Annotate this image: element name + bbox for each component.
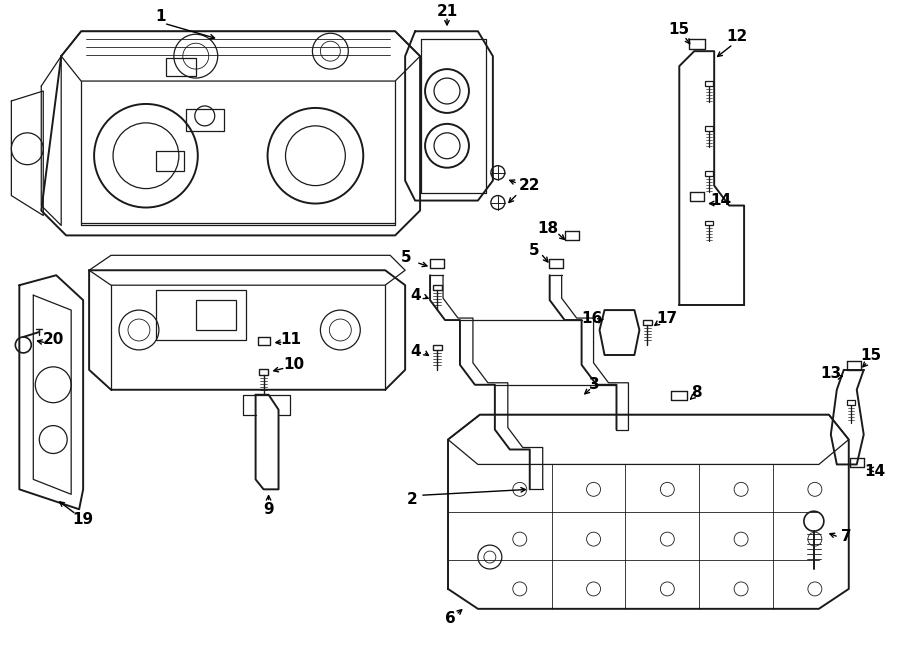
Text: 7: 7 bbox=[842, 529, 852, 544]
Text: 5: 5 bbox=[528, 243, 539, 258]
Bar bbox=[156, 290, 246, 340]
Bar bbox=[259, 369, 268, 375]
Text: 15: 15 bbox=[860, 348, 881, 363]
Text: 1: 1 bbox=[156, 9, 166, 24]
Bar bbox=[706, 81, 713, 86]
Text: 11: 11 bbox=[280, 332, 301, 348]
Bar bbox=[166, 58, 196, 76]
Text: 3: 3 bbox=[590, 377, 600, 393]
Text: 14: 14 bbox=[711, 193, 732, 208]
Text: 22: 22 bbox=[519, 178, 541, 193]
Bar bbox=[706, 220, 713, 226]
Text: 16: 16 bbox=[580, 310, 602, 326]
Bar bbox=[196, 300, 236, 330]
Bar bbox=[185, 109, 224, 131]
Text: 12: 12 bbox=[726, 28, 748, 44]
Bar bbox=[706, 171, 713, 175]
Bar bbox=[433, 285, 442, 290]
Text: 2: 2 bbox=[407, 492, 418, 507]
Bar bbox=[433, 344, 442, 350]
Text: 14: 14 bbox=[864, 464, 886, 479]
Bar bbox=[847, 400, 855, 404]
Text: 4: 4 bbox=[410, 288, 421, 303]
Text: 19: 19 bbox=[73, 512, 94, 527]
Text: 21: 21 bbox=[436, 4, 457, 19]
Bar bbox=[643, 320, 652, 325]
Text: 15: 15 bbox=[669, 22, 690, 37]
Text: 8: 8 bbox=[691, 385, 702, 401]
Bar bbox=[706, 126, 713, 131]
Text: 17: 17 bbox=[657, 310, 678, 326]
Text: 13: 13 bbox=[820, 366, 842, 381]
Text: 4: 4 bbox=[410, 344, 421, 359]
Bar bbox=[156, 151, 184, 171]
Text: 5: 5 bbox=[400, 250, 411, 265]
Text: 6: 6 bbox=[445, 611, 455, 626]
Text: 20: 20 bbox=[42, 332, 64, 348]
Text: 10: 10 bbox=[283, 357, 304, 372]
Text: 9: 9 bbox=[263, 502, 274, 517]
Text: 18: 18 bbox=[537, 221, 558, 236]
